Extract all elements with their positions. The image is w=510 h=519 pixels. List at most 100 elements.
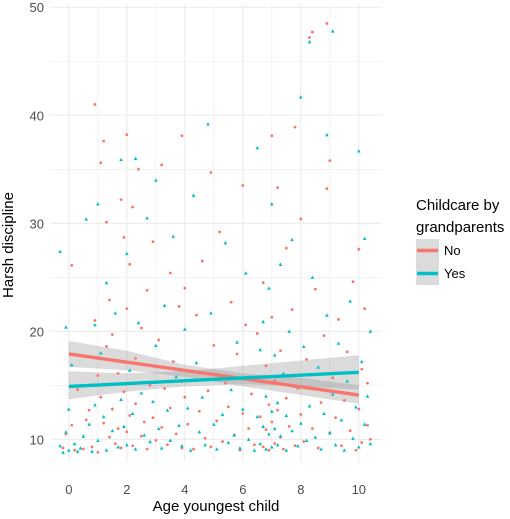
point-yes xyxy=(58,249,62,253)
point-no xyxy=(270,420,274,424)
y-tick-label: 40 xyxy=(30,108,44,123)
point-yes xyxy=(264,394,268,398)
point-no xyxy=(267,448,271,452)
point-no xyxy=(102,139,106,143)
point-no xyxy=(340,444,343,448)
point-no xyxy=(171,360,175,363)
point-yes xyxy=(325,132,329,137)
point-yes xyxy=(96,202,100,206)
confidence-band-no xyxy=(68,341,359,404)
point-yes xyxy=(75,449,80,453)
point-no xyxy=(290,308,294,312)
point-yes xyxy=(354,405,358,409)
point-yes xyxy=(333,442,338,447)
y-axis-title: Harsh discipline xyxy=(0,192,17,298)
point-no xyxy=(311,427,314,430)
point-no xyxy=(148,383,152,387)
point-no xyxy=(116,372,120,375)
point-yes xyxy=(90,449,94,453)
point-yes xyxy=(139,391,144,395)
point-yes xyxy=(101,414,106,419)
point-yes xyxy=(284,413,289,418)
point-yes xyxy=(267,432,271,436)
point-no xyxy=(139,434,143,438)
point-yes xyxy=(72,441,77,446)
point-no xyxy=(270,134,274,138)
point-no xyxy=(84,418,88,422)
point-no xyxy=(250,392,253,396)
point-yes xyxy=(133,447,138,451)
point-yes xyxy=(127,368,132,372)
point-no xyxy=(337,318,340,321)
point-no xyxy=(261,281,265,285)
point-yes xyxy=(162,303,167,307)
trend-line-no xyxy=(68,352,360,397)
point-no xyxy=(325,22,329,25)
point-no xyxy=(305,357,309,361)
point-yes xyxy=(284,448,289,452)
legend-title-line-2: grandparents xyxy=(416,219,504,236)
x-tick-label: 4 xyxy=(181,482,188,497)
point-no xyxy=(279,349,282,353)
point-no xyxy=(96,374,100,377)
point-yes xyxy=(261,424,265,428)
point-no xyxy=(299,217,303,221)
point-yes xyxy=(174,374,178,379)
point-yes xyxy=(359,359,364,364)
point-yes xyxy=(177,423,181,427)
point-yes xyxy=(365,394,370,398)
point-no xyxy=(166,443,169,447)
data-points xyxy=(58,22,373,454)
point-no xyxy=(241,184,245,187)
point-no xyxy=(209,445,213,449)
point-no xyxy=(218,230,222,234)
point-yes xyxy=(220,412,225,417)
point-no xyxy=(261,445,265,449)
point-yes xyxy=(252,448,257,452)
point-yes xyxy=(345,379,350,383)
point-no xyxy=(110,333,114,336)
point-no xyxy=(287,424,291,428)
point-yes xyxy=(258,441,263,446)
point-no xyxy=(151,240,155,244)
point-yes xyxy=(142,433,147,437)
point-no xyxy=(142,420,146,424)
point-no xyxy=(125,307,129,311)
point-no xyxy=(363,307,367,311)
point-yes xyxy=(156,426,161,431)
point-no xyxy=(342,399,346,402)
point-yes xyxy=(351,436,355,440)
legend-label-no: No xyxy=(444,243,461,258)
y-tick-label: 50 xyxy=(30,0,44,15)
point-yes xyxy=(93,323,97,327)
point-no xyxy=(119,446,123,450)
point-yes xyxy=(98,351,103,355)
point-yes xyxy=(246,437,251,441)
point-no xyxy=(348,429,352,433)
point-yes xyxy=(357,445,361,449)
point-no xyxy=(125,430,129,434)
point-no xyxy=(145,288,149,292)
point-yes xyxy=(270,445,274,449)
point-no xyxy=(284,246,288,250)
point-yes xyxy=(58,443,62,448)
point-yes xyxy=(255,145,260,150)
point-no xyxy=(267,403,271,407)
point-no xyxy=(229,300,233,304)
point-no xyxy=(369,437,372,441)
point-no xyxy=(313,287,317,291)
point-no xyxy=(247,427,251,430)
point-no xyxy=(206,389,210,393)
point-no xyxy=(122,390,126,394)
point-yes xyxy=(243,271,248,275)
point-yes xyxy=(304,438,309,443)
point-yes xyxy=(67,448,71,452)
point-no xyxy=(73,448,77,452)
point-no xyxy=(255,332,259,335)
point-no xyxy=(139,326,143,330)
x-tick-label: 10 xyxy=(352,482,366,497)
point-yes xyxy=(130,411,135,416)
point-yes xyxy=(325,313,329,317)
confidence-band-yes xyxy=(68,355,359,400)
point-yes xyxy=(278,262,283,266)
